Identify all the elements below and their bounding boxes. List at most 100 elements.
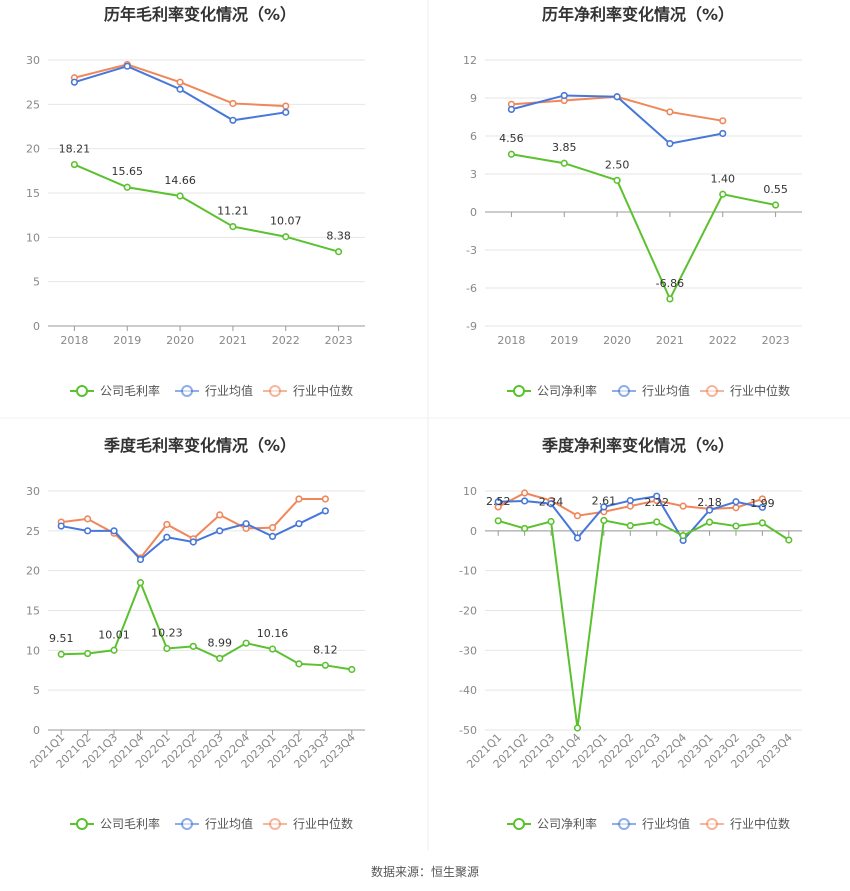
data-point-median xyxy=(282,102,290,110)
data-point-company xyxy=(758,519,766,527)
y-tick-label: 10 xyxy=(26,231,40,244)
y-tick-label: 15 xyxy=(26,187,40,200)
y-tick-label: 0 xyxy=(470,206,477,219)
data-point-avg xyxy=(123,62,131,70)
data-label: 8.12 xyxy=(313,643,338,656)
data-label: 2.18 xyxy=(697,496,722,509)
data-label: 10.07 xyxy=(270,215,302,228)
data-point-median xyxy=(679,502,687,510)
data-label: 10.16 xyxy=(257,627,289,640)
data-label: -6.86 xyxy=(656,277,684,290)
data-point-median xyxy=(626,502,634,510)
data-label: 2.22 xyxy=(644,496,669,509)
data-label: 9.51 xyxy=(49,632,74,645)
y-tick-label: 0 xyxy=(33,320,40,333)
legend-marker-company xyxy=(513,385,525,397)
data-point-company xyxy=(560,159,568,167)
y-tick-label: -40 xyxy=(459,684,477,697)
series-line-company xyxy=(74,163,339,253)
legend-label: 行业均值 xyxy=(642,816,690,831)
data-point-avg xyxy=(573,534,582,542)
legend-label: 行业中位数 xyxy=(293,816,353,831)
x-tick-label: 2019 xyxy=(550,334,578,347)
data-point-company xyxy=(653,518,661,526)
y-tick-label: -6 xyxy=(466,282,477,295)
data-point-company xyxy=(123,183,131,191)
data-point-avg xyxy=(560,91,568,100)
y-tick-label: 5 xyxy=(33,684,40,697)
data-label: 15.65 xyxy=(112,165,144,178)
x-tick-label: 2018 xyxy=(60,334,88,347)
data-point-median xyxy=(521,489,529,497)
data-point-avg xyxy=(242,520,250,528)
data-point-avg xyxy=(163,533,171,541)
data-label: 18.21 xyxy=(59,143,91,156)
data-point-company xyxy=(57,650,65,658)
data-point-company xyxy=(176,192,184,200)
data-point-avg xyxy=(136,555,145,564)
data-point-company xyxy=(70,160,79,169)
legend-label: 公司毛利率 xyxy=(100,383,160,398)
data-point-avg xyxy=(216,527,224,535)
y-tick-label: 6 xyxy=(470,130,477,143)
legend-marker-avg xyxy=(618,818,630,830)
legend-marker-median xyxy=(269,385,281,397)
legend-marker-median xyxy=(706,385,718,397)
data-point-company xyxy=(348,665,356,674)
y-tick-label: -20 xyxy=(459,605,477,618)
y-tick-label: 20 xyxy=(26,565,40,578)
y-tick-label: 25 xyxy=(26,525,40,538)
chart-4: 季度净利率变化情况（%）-50-40-30-20-100102021Q12021… xyxy=(459,436,802,831)
data-point-avg xyxy=(666,140,674,148)
data-point-median xyxy=(321,495,329,503)
y-tick-label: 15 xyxy=(26,605,40,618)
x-tick-label: 2021 xyxy=(656,334,684,347)
y-tick-label: 30 xyxy=(26,54,40,67)
data-point-median xyxy=(268,524,277,532)
data-label: 11.21 xyxy=(217,205,249,218)
data-point-avg xyxy=(600,503,608,511)
data-point-median xyxy=(229,99,237,108)
data-point-avg xyxy=(705,506,714,514)
legend-marker-company xyxy=(513,818,525,830)
data-point-company xyxy=(507,150,516,158)
legend-label: 行业中位数 xyxy=(730,383,790,398)
data-point-avg xyxy=(84,527,92,535)
data-point-company xyxy=(229,223,237,231)
data-point-company xyxy=(521,524,529,533)
data-label: 4.56 xyxy=(499,132,524,145)
legend-label: 公司净利率 xyxy=(537,383,597,398)
data-point-avg xyxy=(653,492,661,500)
data-label: 2.61 xyxy=(592,494,617,507)
chart-1: 历年毛利率变化情况（%） 0 5 10 15 20 25 30 2018 2019 2020 2021… xyxy=(26,5,365,398)
y-tick-label: 20 xyxy=(26,143,40,156)
data-point-company xyxy=(163,644,171,653)
data-point-company xyxy=(494,517,502,525)
data-point-company xyxy=(719,190,727,198)
x-tick-label: 2022 xyxy=(709,334,737,347)
data-label: 3.85 xyxy=(552,141,577,154)
data-point-median xyxy=(163,520,171,529)
data-point-avg xyxy=(282,108,290,116)
data-point-avg xyxy=(321,507,329,515)
data-point-avg xyxy=(521,497,529,505)
data-point-company xyxy=(732,522,740,530)
data-label: 2.50 xyxy=(605,158,630,171)
legend-label: 行业均值 xyxy=(642,383,690,398)
data-point-company xyxy=(547,517,555,526)
y-tick-label: -30 xyxy=(459,644,477,657)
data-point-avg xyxy=(268,532,277,541)
data-point-avg xyxy=(176,85,184,93)
legend-label: 行业中位数 xyxy=(730,816,790,831)
data-point-company xyxy=(242,639,250,647)
legend-marker-company xyxy=(76,818,88,830)
data-point-company xyxy=(679,532,687,540)
data-point-avg xyxy=(295,520,303,528)
data-point-company xyxy=(600,516,608,525)
y-tick-label: -50 xyxy=(459,724,477,737)
data-label: 0.55 xyxy=(763,183,788,196)
data-point-median xyxy=(176,78,184,86)
data-point-avg xyxy=(719,129,727,138)
y-tick-label: -3 xyxy=(466,244,477,257)
chart-3: 季度毛利率变化情况（%）0510152025302021Q12021Q22021… xyxy=(26,436,365,831)
